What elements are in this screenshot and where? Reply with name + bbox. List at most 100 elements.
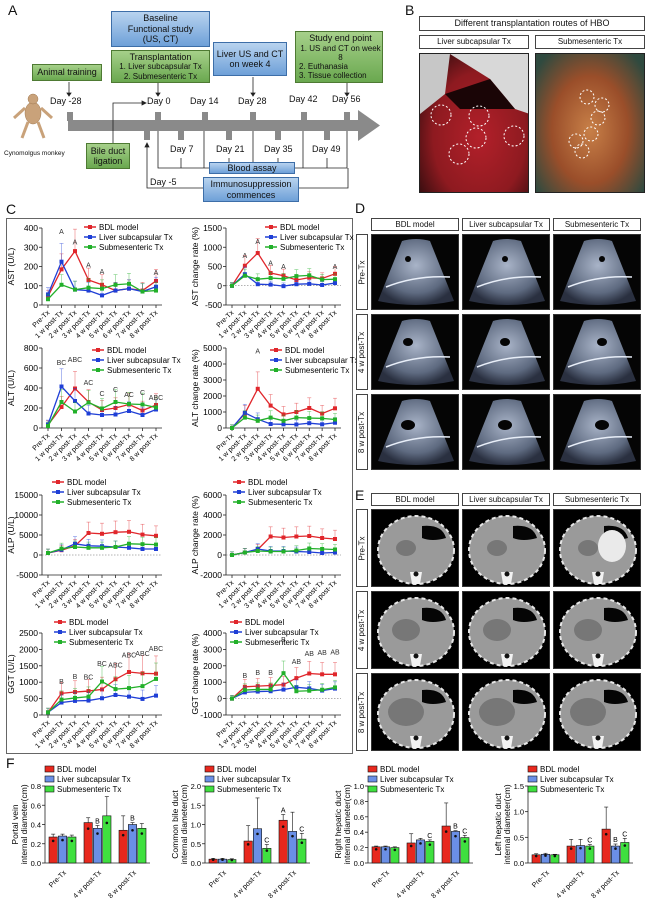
svg-text:Common bile duct: Common bile duct — [170, 790, 180, 859]
svg-text:B: B — [613, 837, 618, 844]
svg-text:C: C — [113, 387, 118, 394]
svg-text:500: 500 — [208, 262, 222, 272]
svg-text:1.5: 1.5 — [191, 801, 201, 810]
svg-text:0: 0 — [217, 281, 222, 291]
svg-text:Submesenteric Tx: Submesenteric Tx — [67, 498, 131, 507]
svg-text:0.0: 0.0 — [191, 859, 201, 868]
svg-text:ALT change rate (%): ALT change rate (%) — [190, 349, 200, 427]
svg-text:Submesenteric Tx: Submesenteric Tx — [57, 785, 121, 794]
svg-text:B: B — [95, 818, 100, 825]
submesenteric-photo — [535, 53, 645, 193]
day-minus28: Day -28 — [50, 96, 82, 106]
svg-text:Submesenteric Tx: Submesenteric Tx — [245, 638, 309, 647]
svg-text:Submesenteric Tx: Submesenteric Tx — [285, 366, 349, 375]
panel-label-f: F — [6, 755, 15, 771]
subject-label: Cynomolgus monkey — [4, 150, 65, 157]
svg-text:BDL model: BDL model — [380, 765, 420, 774]
svg-text:BDL model: BDL model — [540, 765, 580, 774]
svg-text:C: C — [462, 828, 467, 835]
panel-label-a: A — [8, 2, 18, 18]
svg-text:4000: 4000 — [203, 628, 222, 638]
panel-label-e: E — [355, 487, 365, 503]
immunosuppression-box: Immunosuppression commences — [203, 177, 299, 202]
monkey-icon — [12, 93, 54, 139]
svg-text:AST change rate (%): AST change rate (%) — [190, 227, 200, 306]
us-col-header-2: Submesenteric Tx — [553, 218, 641, 231]
svg-text:BDL model: BDL model — [99, 223, 139, 232]
study-end-point-box: Study end point 1. US and CT on week 8 2… — [295, 31, 383, 83]
svg-text:A: A — [281, 807, 286, 814]
svg-text:ALP change rate (%): ALP change rate (%) — [190, 495, 200, 574]
svg-text:Liver subcapsular Tx: Liver subcapsular Tx — [540, 775, 614, 784]
svg-text:1500: 1500 — [203, 223, 222, 233]
svg-text:C: C — [140, 390, 145, 397]
svg-text:0.0: 0.0 — [514, 859, 524, 868]
svg-text:Liver subcapsular Tx: Liver subcapsular Tx — [69, 628, 143, 637]
svg-text:C: C — [622, 831, 627, 838]
svg-text:4000: 4000 — [203, 510, 222, 520]
ct-row-label-0: Pre-Tx — [356, 509, 368, 587]
svg-text:Submesenteric Tx: Submesenteric Tx — [248, 498, 312, 507]
svg-text:0.5: 0.5 — [191, 840, 201, 849]
svg-text:A: A — [59, 229, 64, 236]
svg-text:BDL model: BDL model — [245, 618, 285, 627]
svg-text:internal diameter(cm): internal diameter(cm) — [19, 784, 29, 864]
svg-text:6000: 6000 — [203, 490, 222, 500]
svg-text:C: C — [587, 838, 592, 845]
panel-label-b: B — [405, 2, 415, 18]
svg-text:ABC: ABC — [149, 646, 163, 653]
baseline-box: Baseline Functional study (US, CT) — [111, 11, 210, 47]
svg-text:-1000: -1000 — [200, 710, 222, 720]
svg-text:Liver subcapsular Tx: Liver subcapsular Tx — [57, 775, 131, 784]
svg-text:2.0: 2.0 — [191, 782, 201, 791]
svg-text:-2000: -2000 — [200, 570, 222, 580]
day-21: Day 21 — [216, 144, 245, 154]
svg-text:10000: 10000 — [14, 510, 38, 520]
svg-text:ABC: ABC — [135, 651, 149, 658]
svg-text:internal diameter(cm): internal diameter(cm) — [502, 784, 512, 864]
ct-image-0-2 — [553, 509, 641, 587]
svg-text:1.0: 1.0 — [354, 782, 364, 791]
svg-text:Liver subcapsular Tx: Liver subcapsular Tx — [67, 488, 141, 497]
panel-c-frame — [6, 218, 353, 754]
svg-text:3000: 3000 — [203, 644, 222, 654]
ct-col-header-1: Liver subcapsular Tx — [462, 493, 550, 506]
svg-text:BDL model: BDL model — [280, 223, 320, 232]
svg-text:internal diameter(cm): internal diameter(cm) — [179, 784, 189, 864]
us-image-2-2 — [553, 394, 641, 470]
svg-text:0.0: 0.0 — [31, 859, 41, 868]
svg-text:5000: 5000 — [19, 530, 38, 540]
svg-text:8 w post-Tx: 8 w post-Tx — [107, 869, 138, 900]
svg-text:A: A — [268, 261, 273, 268]
svg-text:BDL model: BDL model — [217, 765, 257, 774]
day-28: Day 28 — [238, 96, 267, 106]
us-image-0-2 — [553, 234, 641, 310]
svg-text:500: 500 — [24, 694, 38, 704]
us-image-1-1 — [462, 314, 550, 390]
svg-text:4 w post-Tx: 4 w post-Tx — [232, 869, 263, 900]
svg-text:3000: 3000 — [203, 375, 222, 385]
day-42: Day 42 — [289, 94, 318, 104]
svg-text:15000: 15000 — [14, 490, 38, 500]
svg-text:AC: AC — [84, 380, 94, 387]
svg-text:8 w post-Tx: 8 w post-Tx — [267, 869, 298, 900]
svg-text:ABC: ABC — [149, 395, 163, 402]
svg-text:A: A — [100, 269, 105, 276]
svg-text:0: 0 — [33, 423, 38, 433]
ct-row-label-2: 8 w post-Tx — [356, 673, 368, 751]
svg-text:A: A — [86, 262, 91, 269]
svg-text:1000: 1000 — [203, 407, 222, 417]
us-image-1-2 — [553, 314, 641, 390]
transplantation-box: Transplantation 1. Liver subcapsular Tx … — [111, 50, 210, 83]
panel-b-title: Different transplantation routes of HBO — [419, 16, 645, 31]
liver-us-ct-box: Liver US and CT on week 4 — [213, 42, 287, 76]
svg-text:B: B — [243, 673, 248, 680]
svg-text:Submesenteric Tx: Submesenteric Tx — [107, 366, 171, 375]
svg-text:Submesenteric Tx: Submesenteric Tx — [69, 638, 133, 647]
ct-image-1-2 — [553, 591, 641, 669]
